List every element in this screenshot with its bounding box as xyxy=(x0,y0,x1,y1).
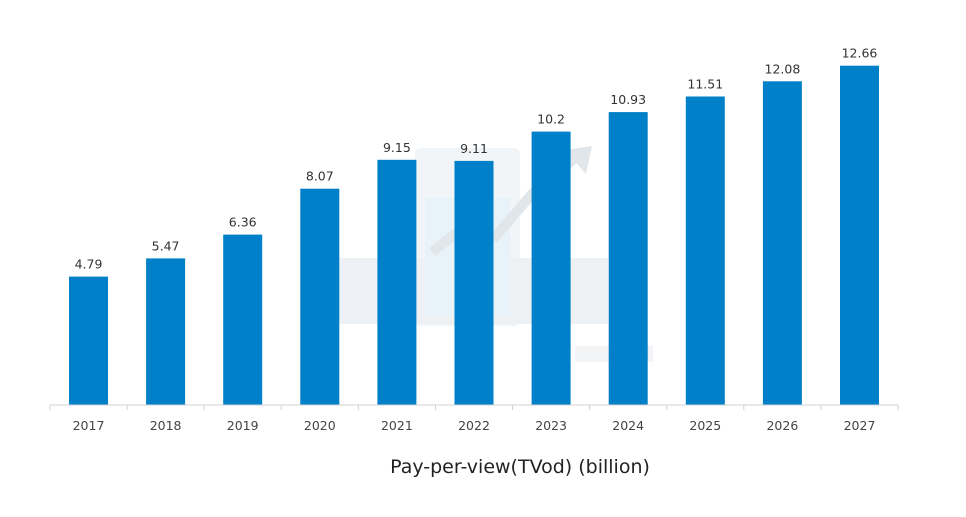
bar-2024 xyxy=(608,112,648,405)
bar-2019 xyxy=(223,234,263,405)
bar-2025 xyxy=(685,96,725,405)
bars-group xyxy=(69,65,879,406)
x-tick-label-2024: 2024 xyxy=(612,418,644,433)
x-ticks-group xyxy=(49,405,899,410)
x-tick-labels-group: 2017 2018 2019 2020 2021 2022 2023 2024 2025 2026… xyxy=(73,418,876,433)
value-label-2020: 8.07 xyxy=(306,169,334,184)
value-label-2023: 10.2 xyxy=(537,112,565,127)
x-tick-label-2022: 2022 xyxy=(458,418,490,433)
x-tick-label-2023: 2023 xyxy=(535,418,567,433)
bar-2017 xyxy=(69,276,108,405)
value-label-2021: 9.15 xyxy=(383,140,411,155)
value-label-2024: 10.93 xyxy=(610,92,646,107)
x-tick-label-2019: 2019 xyxy=(227,418,259,433)
x-axis-title: Pay-per-view(TVod) (billion) xyxy=(390,456,650,478)
value-label-2022: 9.11 xyxy=(460,141,488,156)
x-tick-label-2021: 2021 xyxy=(381,418,413,433)
x-tick-label-2018: 2018 xyxy=(150,418,182,433)
value-label-2018: 5.47 xyxy=(152,238,180,253)
x-tick-label-2025: 2025 xyxy=(689,418,721,433)
x-tick-label-2020: 2020 xyxy=(304,418,336,433)
bar-2018 xyxy=(146,258,186,405)
value-label-2017: 4.79 xyxy=(75,257,103,272)
value-label-2026: 12.08 xyxy=(765,61,801,76)
bar-2027 xyxy=(840,65,879,405)
bar-2023 xyxy=(531,131,571,405)
value-label-2019: 6.36 xyxy=(229,215,257,230)
bar-2020 xyxy=(300,188,340,405)
x-tick-label-2017: 2017 xyxy=(73,418,105,433)
value-label-2025: 11.51 xyxy=(687,77,723,92)
value-label-2027: 12.66 xyxy=(842,46,878,61)
bar-2022 xyxy=(454,160,494,405)
x-tick-label-2027: 2027 xyxy=(844,418,876,433)
x-tick-label-2026: 2026 xyxy=(766,418,798,433)
bar-2021 xyxy=(377,159,417,405)
value-labels-group: 4.79 5.47 6.36 8.07 9.15 9.11 10.2 10.93 11.51 12… xyxy=(75,46,878,272)
bar-2026 xyxy=(762,81,802,406)
